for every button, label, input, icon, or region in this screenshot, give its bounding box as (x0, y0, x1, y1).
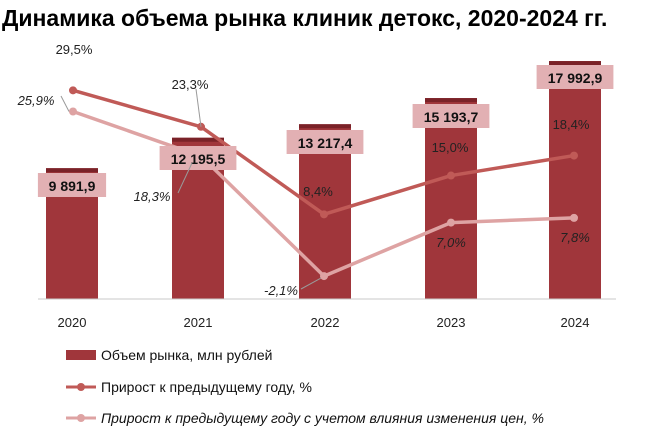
x-tick-2023: 2023 (437, 315, 466, 330)
real-growth-point-2022 (320, 272, 328, 281)
bar-value-label-2020: 9 891,9 (49, 178, 96, 194)
real-growth-label-2024: 7,8% (560, 230, 590, 245)
growth-label-2023: 15,0% (432, 140, 469, 155)
growth-label-2024: 18,4% (553, 117, 590, 132)
bar-value-box-2021 (159, 146, 237, 170)
labels-layer: 9 891,9 12 195,5 13 217,4 15 193,7 17 992,9 2… (17, 42, 614, 298)
leader-line (177, 162, 193, 194)
leader-line (60, 95, 70, 112)
x-tick-2024: 2024 (561, 315, 590, 330)
legend-label-market-volume: Объем рынка, млн рублей (101, 347, 272, 363)
bar-top-2021 (172, 137, 224, 142)
x-tick-2021: 2021 (184, 315, 213, 330)
bar-value-label-2023: 15 193,7 (424, 109, 479, 125)
growth-point-2023 (447, 171, 455, 180)
x-tick-2022: 2022 (311, 315, 340, 330)
legend-swatch-market-volume (66, 350, 96, 360)
bars-layer (46, 61, 601, 300)
real-growth-label-2021: 18,3% (134, 189, 171, 204)
bar-2024 (549, 61, 601, 300)
growth-label-2021: 23,3% (172, 77, 209, 92)
real-growth-label-2023: 7,0% (436, 235, 466, 250)
bar-value-label-2024: 17 992,9 (548, 70, 603, 86)
growth-point-2020 (69, 86, 77, 95)
bar-value-label-2021: 12 195,5 (171, 151, 226, 167)
bar-value-box-2023 (412, 104, 490, 128)
ticks-layer: 2020 2021 2022 2023 2024 (58, 315, 590, 330)
bar-top-2022 (299, 124, 351, 129)
bar-top-2024 (549, 61, 601, 66)
real-growth-label-2022: -2,1% (264, 283, 298, 298)
bar-value-label-2022: 13 217,4 (298, 135, 353, 151)
real-growth-point-2024 (570, 213, 578, 222)
bar-2023 (425, 98, 477, 299)
real-growth-label-2020: 25,9% (17, 93, 55, 108)
growth-point-2022 (320, 210, 328, 219)
legend-label-real-growth: Прирост к предыдущему году с учетом влия… (101, 410, 544, 426)
legend-marker-growth (77, 383, 85, 391)
leader-line (195, 88, 202, 127)
real-growth-point-2020 (69, 107, 77, 116)
leader-line (300, 277, 322, 290)
legend: Объем рынка, млн рублей Прирост к предыд… (66, 347, 544, 426)
growth-label-2020: 29,5% (56, 42, 93, 57)
growth-point-2024 (570, 151, 578, 160)
bar-value-box-2024 (536, 65, 614, 89)
chart-title: Динамика объема рынка клиник детокс, 202… (2, 5, 607, 31)
bar-value-box-2022 (286, 130, 364, 154)
legend-label-growth: Прирост к предыдущему году, % (101, 379, 312, 395)
bar-top-2020 (46, 168, 98, 173)
x-tick-2020: 2020 (58, 315, 87, 330)
growth-label-2022: 8,4% (303, 184, 333, 199)
legend-marker-real-growth (77, 414, 85, 422)
bar-top-2023 (425, 98, 477, 103)
real-growth-point-2023 (447, 218, 455, 227)
bar-value-box-2020 (37, 173, 107, 197)
